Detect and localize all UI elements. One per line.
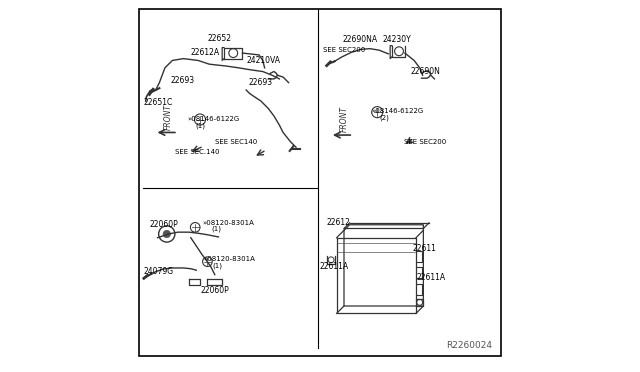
Text: 22690N: 22690N bbox=[410, 67, 440, 76]
Text: FRONT: FRONT bbox=[339, 106, 349, 132]
Text: (1): (1) bbox=[195, 122, 205, 129]
Text: SEE SEC200: SEE SEC200 bbox=[404, 140, 447, 145]
Text: 22693: 22693 bbox=[170, 76, 195, 85]
Text: »08120-8301A: »08120-8301A bbox=[204, 256, 255, 262]
Text: 22651C: 22651C bbox=[143, 99, 173, 108]
Text: 22611: 22611 bbox=[412, 244, 436, 253]
Text: SEE SEC200: SEE SEC200 bbox=[323, 47, 365, 53]
Circle shape bbox=[163, 230, 170, 238]
Text: 22060P: 22060P bbox=[149, 220, 178, 229]
Text: »08146-6122G: »08146-6122G bbox=[187, 116, 239, 122]
Text: SEE SEC140: SEE SEC140 bbox=[215, 140, 257, 145]
Text: FRONT: FRONT bbox=[164, 103, 173, 129]
Text: »08120-8301A: »08120-8301A bbox=[203, 220, 255, 226]
FancyBboxPatch shape bbox=[139, 9, 501, 356]
Text: 22611A: 22611A bbox=[417, 273, 446, 282]
Text: 22693: 22693 bbox=[248, 78, 272, 87]
Text: »08146-6122G: »08146-6122G bbox=[371, 108, 423, 114]
Text: SEE SEC.140: SEE SEC.140 bbox=[175, 149, 220, 155]
Text: (1): (1) bbox=[211, 226, 221, 232]
Text: 22060P: 22060P bbox=[200, 286, 228, 295]
Text: (2): (2) bbox=[379, 115, 389, 121]
Text: 24230Y: 24230Y bbox=[382, 35, 411, 44]
Text: 22690NA: 22690NA bbox=[342, 35, 377, 44]
Text: 22611A: 22611A bbox=[319, 262, 348, 271]
Text: 24079G: 24079G bbox=[143, 267, 173, 276]
Text: 22612: 22612 bbox=[326, 218, 351, 227]
Text: 24210VA: 24210VA bbox=[246, 56, 280, 65]
Text: 22612A: 22612A bbox=[190, 48, 219, 57]
Text: R2260024: R2260024 bbox=[445, 341, 492, 350]
Text: (1): (1) bbox=[212, 262, 222, 269]
Text: 22652: 22652 bbox=[207, 34, 232, 43]
